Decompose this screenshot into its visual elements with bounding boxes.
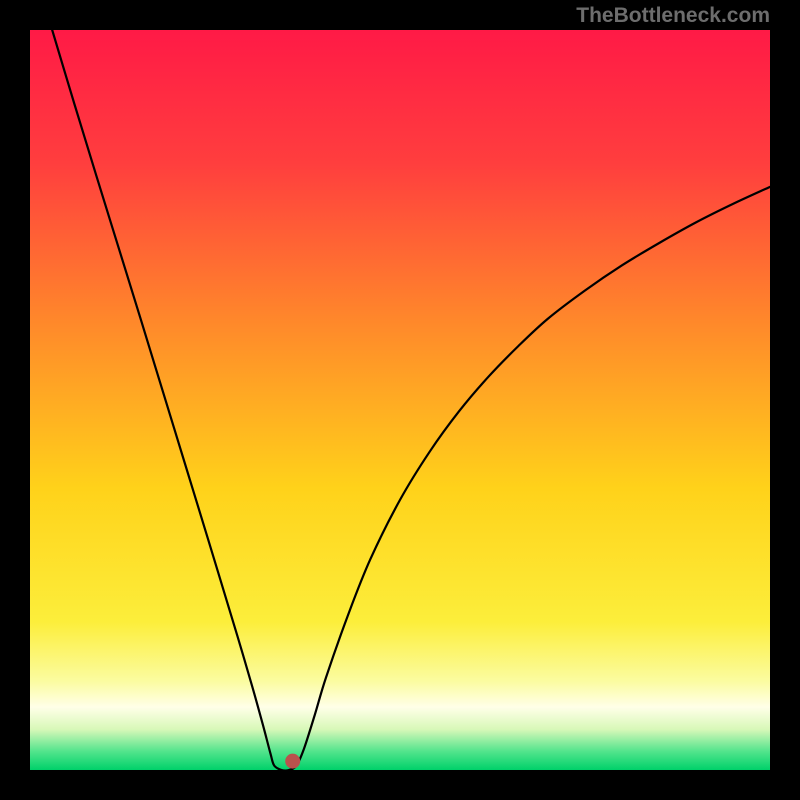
watermark-text: TheBottleneck.com xyxy=(576,4,770,28)
gradient-background xyxy=(30,30,770,770)
optimum-marker xyxy=(285,754,300,769)
bottleneck-chart xyxy=(30,30,770,770)
plot-area xyxy=(30,30,770,770)
chart-frame: TheBottleneck.com xyxy=(0,0,800,800)
